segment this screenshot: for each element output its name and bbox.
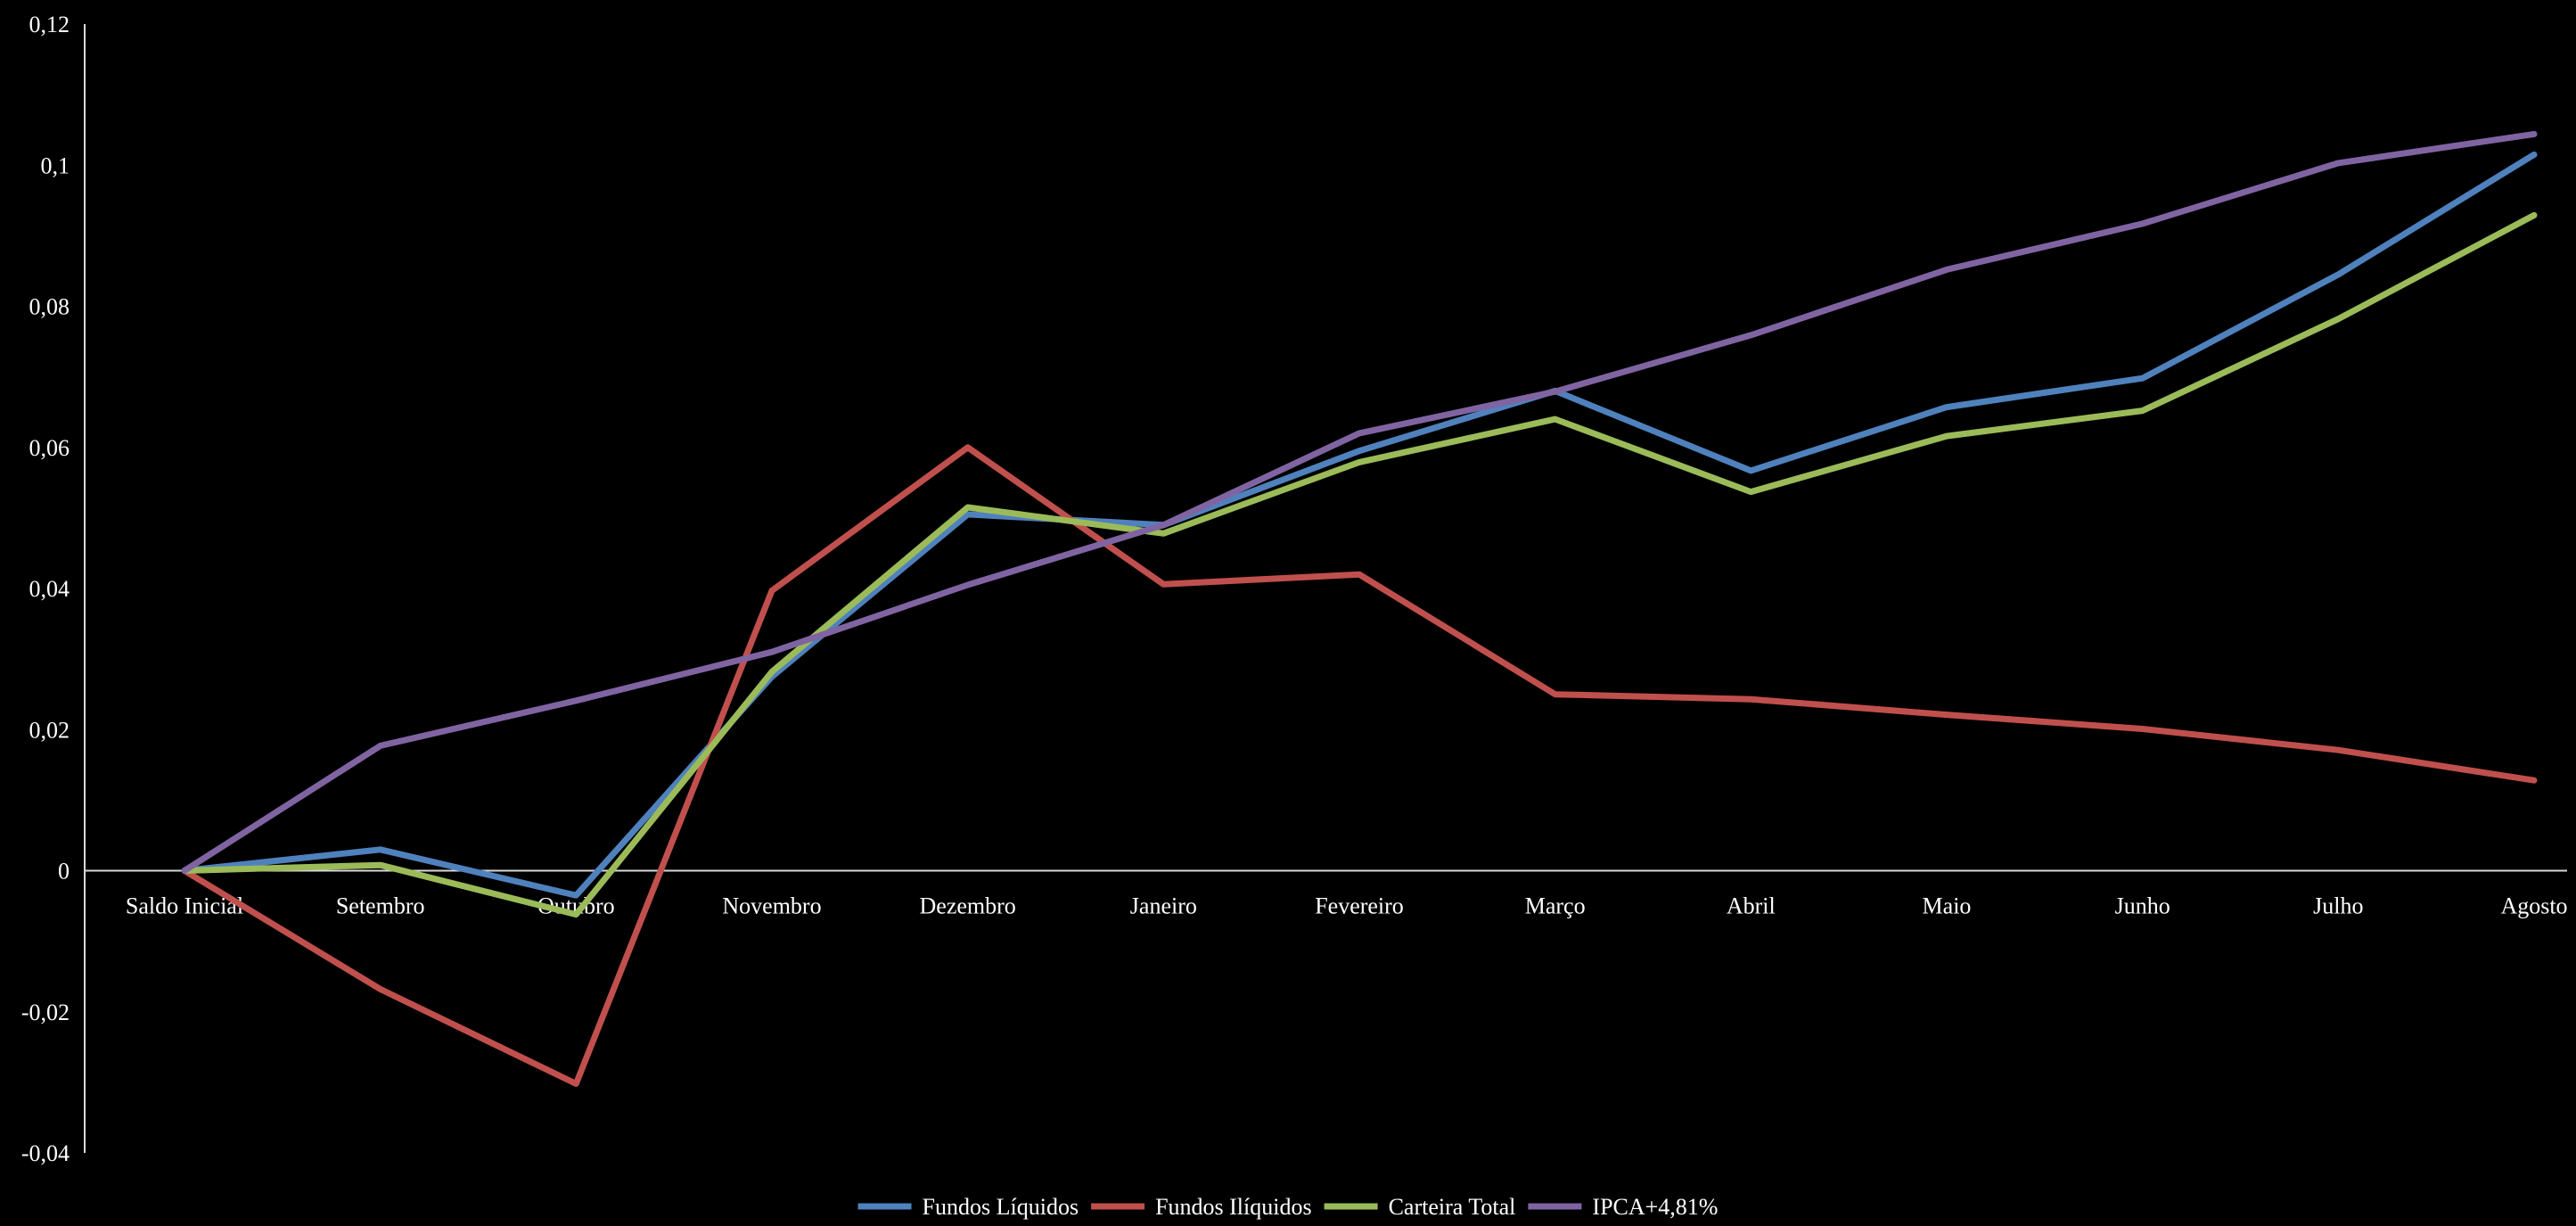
legend-label-4: IPCA+4,81% [1592,1194,1718,1220]
y-tick-label: 0,08 [29,294,70,320]
y-tick-label: 0,12 [29,12,70,37]
y-tick-label: -0,04 [21,1140,70,1166]
x-tick-label: Julho [2313,893,2363,919]
series-line-4 [181,130,2538,874]
x-tick-label: Janeiro [1130,893,1197,919]
legend-label-1: Fundos Líquidos [923,1194,1079,1220]
x-tick-label: Junho [2115,893,2170,919]
y-tick-label: -0,02 [21,1000,70,1025]
y-tick-label: 0,06 [29,435,70,461]
series-lines [181,130,2538,1087]
legend-label-3: Carteira Total [1389,1194,1516,1220]
y-tick-label: 0 [58,859,70,885]
x-tick-label: Dezembro [920,893,1016,919]
x-tick-label: Novembro [722,893,821,919]
x-tick-label: Março [1525,893,1586,919]
x-tick-label: Maio [1923,893,1972,919]
x-tick-label: Agosto [2500,893,2567,919]
x-tick-label: Setembro [336,893,425,919]
series-line-3 [181,211,2538,918]
x-tick-label: Fevereiro [1315,893,1404,919]
axes: -0,04-0,0200,020,040,060,080,10,12Saldo … [21,12,2568,1166]
x-tick-label: Abril [1727,893,1776,919]
series-line-2 [181,444,2538,1087]
legend-label-2: Fundos Ilíquidos [1155,1194,1312,1220]
y-tick-label: 0,02 [29,717,70,743]
legend: Fundos Líquidos Fundos Ilíquidos Carteira … [857,1194,1718,1220]
y-tick-label: 0,1 [41,152,70,178]
series-line-1 [181,151,2538,899]
y-tick-label: 0,04 [29,576,70,602]
